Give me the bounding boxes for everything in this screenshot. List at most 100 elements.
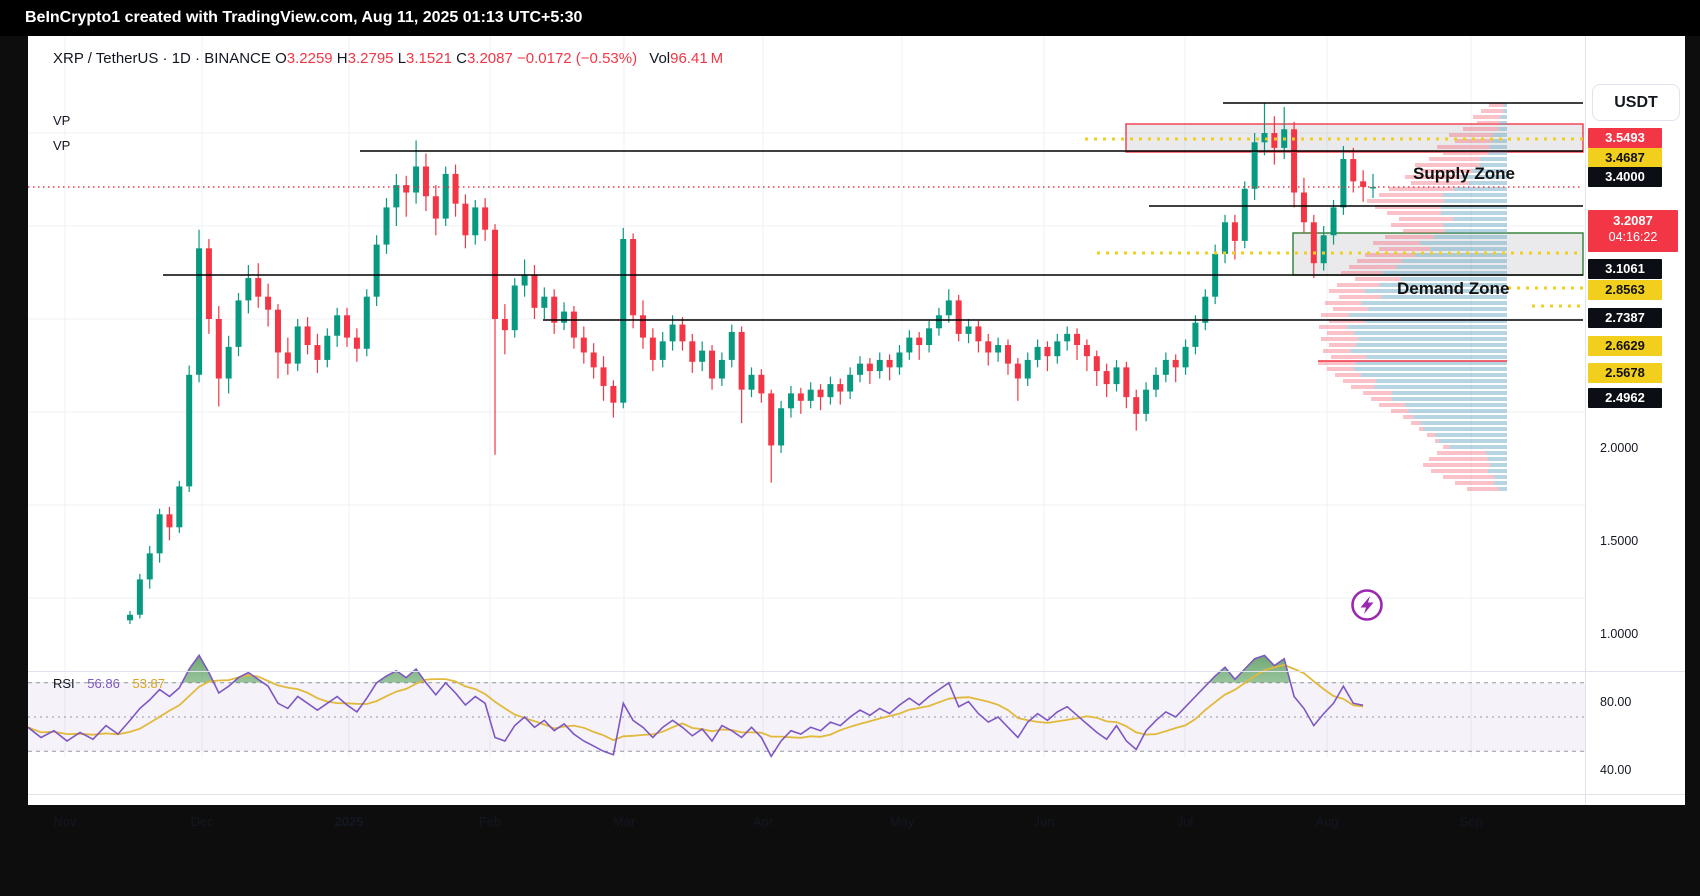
vp-bar-down [1455, 481, 1494, 485]
interval-label[interactable]: 1D [171, 50, 191, 67]
currency-toggle-button[interactable]: USDT [1592, 84, 1680, 121]
vp-bar-up [1360, 373, 1507, 377]
vp-bar-up [1404, 403, 1507, 407]
rsi-tick: 40.00 [1600, 763, 1632, 777]
vp-bar-down [1437, 451, 1486, 455]
candle-body [847, 374, 854, 392]
vp-bar-up [1449, 445, 1507, 449]
vp-bar-down [1329, 343, 1356, 347]
candle-body [314, 345, 321, 360]
vp-bar-down [1333, 307, 1368, 311]
vp-bar-up [1433, 235, 1507, 239]
candle-body [1162, 359, 1169, 375]
vp-bar-down [1411, 421, 1421, 425]
month-label: Jul [1176, 814, 1194, 829]
candle-body [1300, 192, 1307, 223]
vp-bar-up [1400, 277, 1507, 281]
supply-zone-label[interactable]: Supply Zone [1413, 164, 1515, 183]
candle-body [945, 300, 952, 316]
vp-bar-up [1494, 475, 1507, 479]
vp-bar-down [1387, 211, 1441, 215]
vp-bar-up [1499, 487, 1507, 491]
vp-bar-down [1335, 373, 1361, 377]
vp-bar-up [1430, 247, 1507, 251]
candle-body [1202, 296, 1209, 323]
candle-body [541, 296, 548, 308]
candle-body [561, 311, 568, 323]
candle-body [1241, 188, 1248, 241]
vp-bar-down [1443, 475, 1495, 479]
candle-body [807, 389, 814, 401]
vp-bar-down [1467, 487, 1499, 491]
candle-body [935, 315, 942, 329]
candle-body [1064, 333, 1071, 342]
axis-separator-vertical [1585, 36, 1586, 805]
ohlc-label: L [393, 50, 407, 67]
candle-body [768, 393, 775, 446]
candle-body [511, 285, 518, 331]
vp-bar-down [1473, 115, 1501, 119]
vp-bar-down [1349, 265, 1397, 269]
vp-bar-down [1379, 247, 1431, 251]
lightning-icon[interactable] [1351, 589, 1383, 621]
month-label: Feb [478, 814, 502, 829]
candle-body [1320, 235, 1327, 264]
vp-bar-down [1375, 205, 1441, 209]
vp-bar-up [1358, 337, 1507, 341]
vp-bar-down [1318, 361, 1356, 365]
rsi-title[interactable]: RSI [53, 676, 75, 691]
vp-bar-down [1373, 241, 1420, 245]
vp-bar-up [1498, 127, 1507, 131]
vp-bar-up [1350, 349, 1507, 353]
candle-body [886, 359, 893, 368]
candlestick-chart[interactable] [28, 36, 1685, 805]
vp-bar-down [1323, 349, 1351, 353]
vp-bar-up [1408, 409, 1507, 413]
candle-body [916, 337, 923, 346]
vp-bar-up [1468, 181, 1507, 185]
candle-body [551, 296, 558, 323]
vp-bar-down [1415, 163, 1480, 167]
indicator-row-vp[interactable]: VP [53, 113, 71, 128]
price-tick: 1.0000 [1600, 627, 1639, 641]
candle-body [797, 393, 804, 401]
vp-bar-up [1503, 109, 1507, 113]
candle-body [679, 324, 686, 342]
candle-body [1004, 345, 1011, 364]
vp-bar-down [1351, 385, 1375, 389]
vp-bar-up [1420, 421, 1507, 425]
symbol-title[interactable]: XRP / TetherUS [53, 50, 159, 67]
ohlc-value: 3.1521 [406, 50, 452, 67]
vp-bar-down [1489, 103, 1504, 107]
vp-bar-down [1319, 325, 1348, 329]
candle-body [837, 384, 844, 392]
rsi-legend: RSI 56.86 53.87 [53, 676, 165, 691]
vp-bar-down [1391, 409, 1409, 413]
pane-separator[interactable] [28, 671, 1685, 672]
candle-body [521, 274, 528, 286]
vp-bar-up [1435, 433, 1507, 437]
vp-bar-down [1421, 169, 1473, 173]
watermark-bar: BeInCrypto1 created with TradingView.com… [0, 0, 1700, 36]
vp-bar-up [1354, 367, 1507, 371]
vp-bar-up [1381, 295, 1507, 299]
indicator-row-vp[interactable]: VP [53, 138, 71, 153]
vp-bar-down [1357, 259, 1402, 263]
vp-bar-down [1463, 127, 1499, 131]
vp-bar-down [1325, 301, 1362, 305]
chart-card [28, 36, 1685, 805]
candle-body [442, 173, 449, 219]
demand-zone-label[interactable]: Demand Zone [1397, 279, 1510, 298]
vp-bar-down [1379, 403, 1405, 407]
vp-bar-up [1354, 331, 1507, 335]
candle-body [1172, 359, 1179, 368]
candle-body [630, 239, 637, 316]
month-label: Jun [1033, 814, 1055, 829]
candle-body [1074, 333, 1081, 346]
rsi-tick: 80.00 [1600, 695, 1632, 709]
vp-bar-up [1499, 121, 1507, 125]
vp-bar-down [1321, 337, 1359, 341]
candle-body [1014, 363, 1021, 379]
vp-bar-down [1327, 331, 1354, 335]
